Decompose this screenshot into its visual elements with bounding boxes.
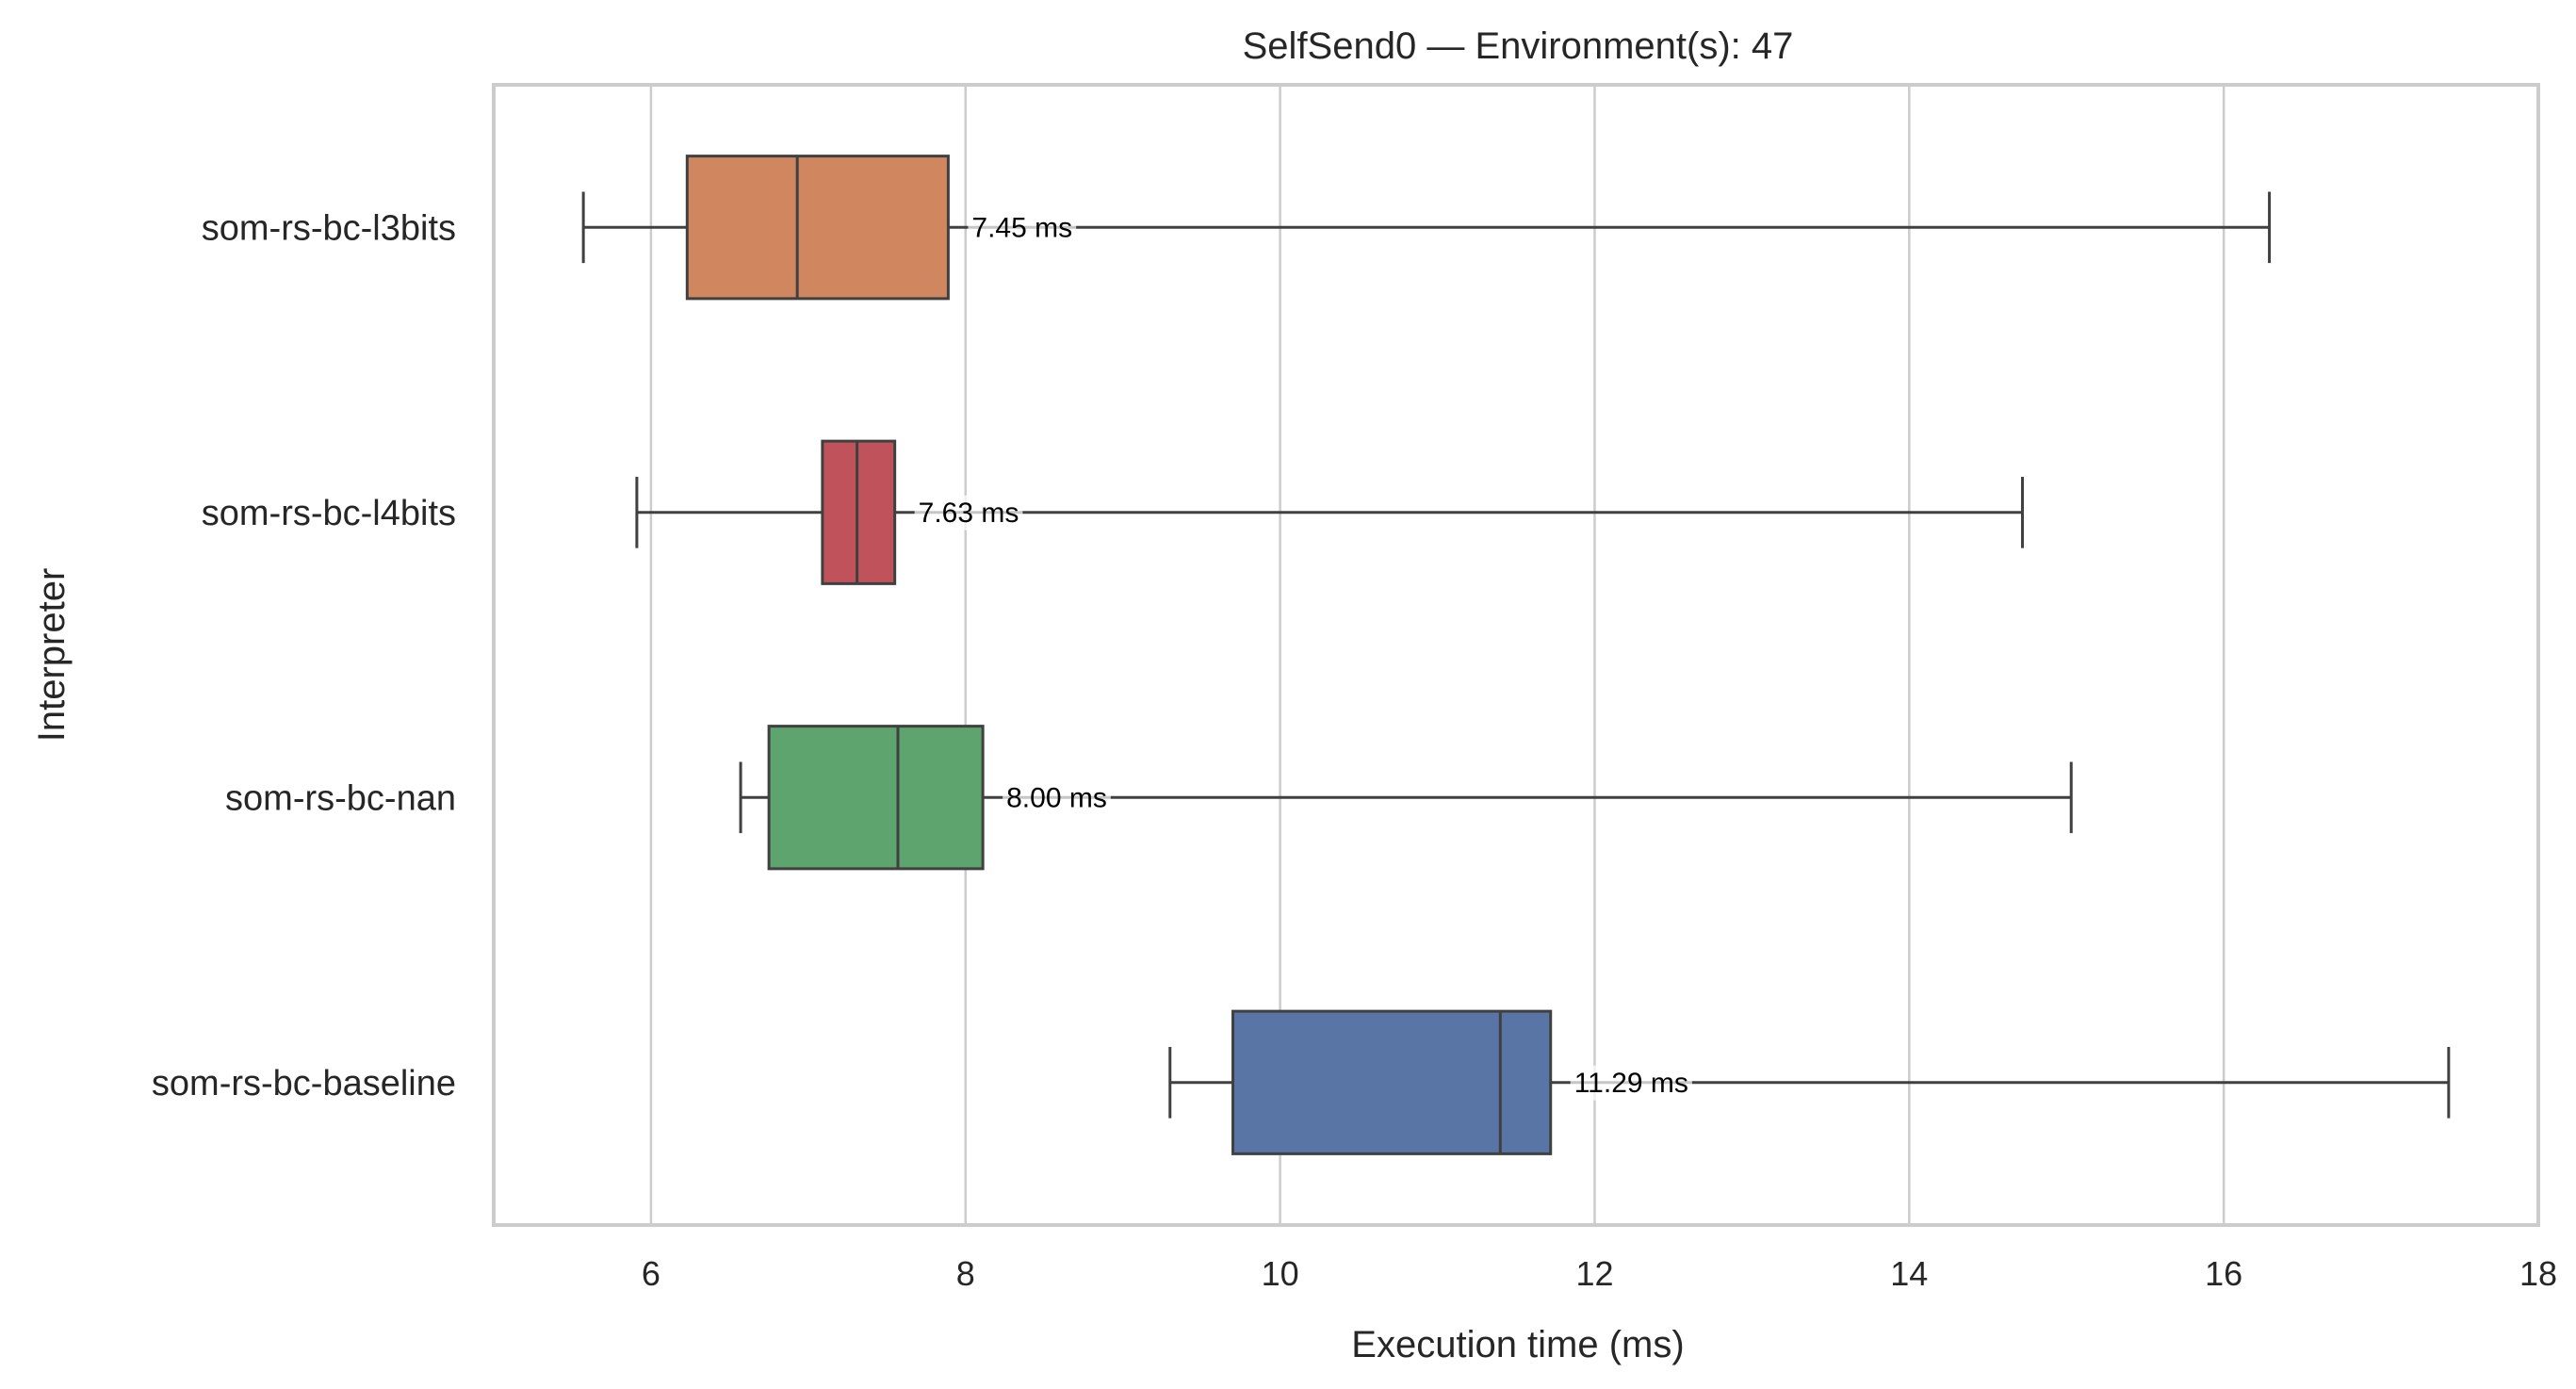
plot-frame bbox=[492, 83, 2540, 1227]
boxes bbox=[581, 155, 2451, 1155]
mean-label: 7.45 ms bbox=[968, 210, 1077, 246]
box-group bbox=[739, 725, 2073, 871]
x-tick-label: 6 bbox=[642, 1254, 660, 1293]
mean-label-text: 11.29 ms bbox=[1574, 1068, 1688, 1099]
chart-title: SelfSend0 — Environment(s): 47 bbox=[1243, 25, 1794, 67]
box-iqr bbox=[767, 725, 985, 871]
box-iqr bbox=[685, 155, 950, 301]
y-categories: som-rs-bc-l3bits som-rs-bc-l4bits som-rs-b… bbox=[152, 208, 456, 1103]
box-group bbox=[1168, 1009, 2451, 1155]
mean-label-text: 7.63 ms bbox=[919, 498, 1019, 529]
mean-label-bg bbox=[968, 210, 1077, 246]
mean-label: 7.63 ms bbox=[914, 495, 1023, 531]
x-tick-label: 18 bbox=[2519, 1254, 2557, 1293]
box-group bbox=[581, 155, 2272, 301]
mean-label-bg bbox=[1003, 780, 1111, 816]
mean-label-bg bbox=[914, 495, 1023, 531]
mean-label-text: 7.45 ms bbox=[971, 212, 1072, 243]
x-tick-label: 14 bbox=[1890, 1254, 1928, 1293]
mean-label: 8.00 ms bbox=[1003, 780, 1111, 816]
x-tick-label: 10 bbox=[1262, 1254, 1299, 1293]
y-category-label: som-rs-bc-l3bits bbox=[202, 208, 456, 248]
y-category-label: som-rs-bc-baseline bbox=[152, 1064, 456, 1103]
mean-label: 11.29 ms bbox=[1570, 1065, 1692, 1101]
x-ticks: 6 8 10 12 14 16 18 bbox=[642, 1254, 2557, 1293]
box-group bbox=[635, 439, 2024, 585]
box-iqr bbox=[1231, 1009, 1553, 1155]
x-tick-label: 12 bbox=[1575, 1254, 1613, 1293]
y-category-label: som-rs-bc-nan bbox=[225, 778, 456, 818]
x-tick-label: 16 bbox=[2205, 1254, 2242, 1293]
mean-label-bg bbox=[1570, 1065, 1692, 1101]
x-tick-label: 8 bbox=[956, 1254, 975, 1293]
mean-annotations: 7.45 ms 7.63 ms 8.00 ms 11.29 ms bbox=[914, 210, 1692, 1101]
y-category-label: som-rs-bc-l4bits bbox=[202, 494, 456, 533]
mean-label-text: 8.00 ms bbox=[1006, 782, 1107, 813]
x-axis-label: Execution time (ms) bbox=[1351, 1324, 1684, 1365]
y-axis-label: Interpreter bbox=[31, 568, 73, 743]
box-iqr bbox=[821, 439, 897, 585]
